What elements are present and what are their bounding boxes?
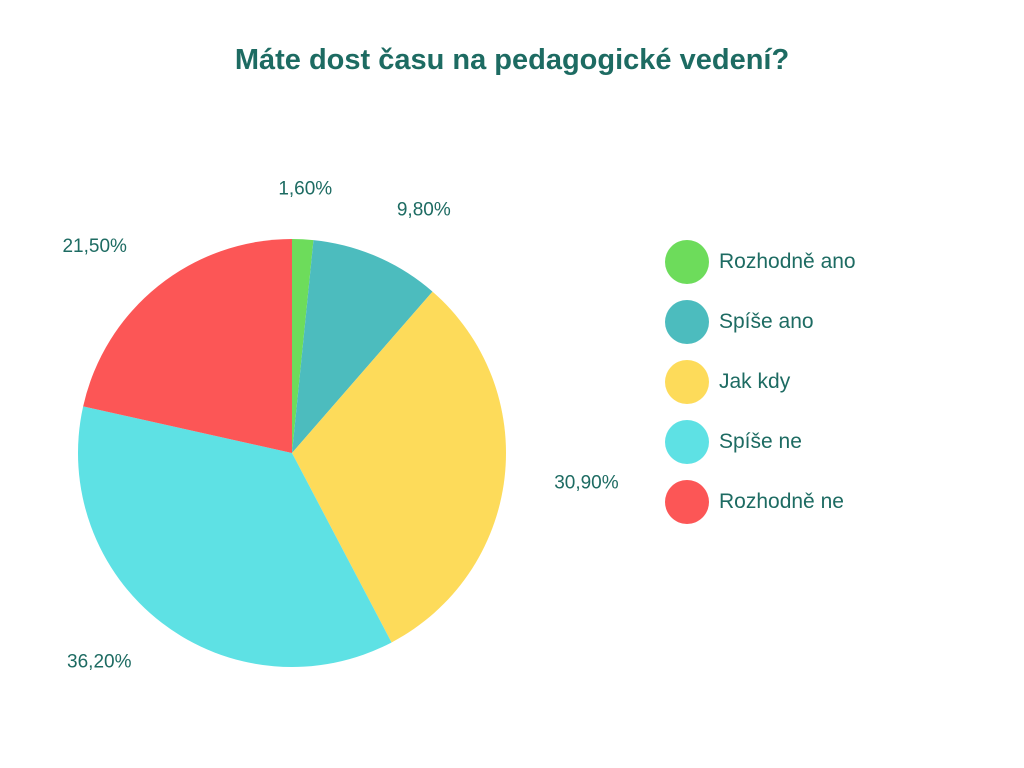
legend-item-rozhodne-ano: Rozhodně ano <box>665 240 856 284</box>
legend-label-spise-ano: Spíše ano <box>719 310 814 333</box>
data-label-spise-ne: 36,20% <box>67 652 132 673</box>
legend-swatch-jak-kdy <box>665 360 709 404</box>
pie-slice-rozhodne-ano <box>292 239 314 453</box>
legend-item-jak-kdy: Jak kdy <box>665 360 856 404</box>
data-label-rozhodne-ano: 1,60% <box>278 178 332 199</box>
pie-slice-spise-ano <box>292 240 433 453</box>
legend-label-rozhodne-ne: Rozhodně ne <box>719 490 844 513</box>
legend-item-rozhodne-ne: Rozhodně ne <box>665 480 856 524</box>
legend-label-spise-ne: Spíše ne <box>719 430 802 453</box>
legend-item-spise-ano: Spíše ano <box>665 300 856 344</box>
pie-slice-rozhodne-ne <box>83 239 293 453</box>
legend-label-rozhodne-ano: Rozhodně ano <box>719 250 856 273</box>
pie-slice-spise-ne <box>77 406 392 667</box>
legend-swatch-spise-ne <box>665 420 709 464</box>
pie-data-labels: 1,60% 9,80% 30,90% 36,20% 21,50% <box>62 178 618 672</box>
legend-item-spise-ne: Spíše ne <box>665 420 856 464</box>
legend-swatch-rozhodne-ano <box>665 240 709 284</box>
pie-slice-jak-kdy <box>292 291 506 643</box>
chart-title: Máte dost času na pedagogické vedení? <box>234 44 790 76</box>
data-label-spise-ano: 9,80% <box>397 200 451 221</box>
data-label-jak-kdy: 30,90% <box>554 473 619 494</box>
pie-slices <box>77 239 506 667</box>
legend-swatch-rozhodne-ne <box>665 480 709 524</box>
legend: Rozhodně ano Spíše ano Jak kdy Spíše ne … <box>665 240 856 540</box>
legend-label-jak-kdy: Jak kdy <box>719 370 791 393</box>
legend-swatch-spise-ano <box>665 300 709 344</box>
data-label-rozhodne-ne: 21,50% <box>62 236 127 257</box>
